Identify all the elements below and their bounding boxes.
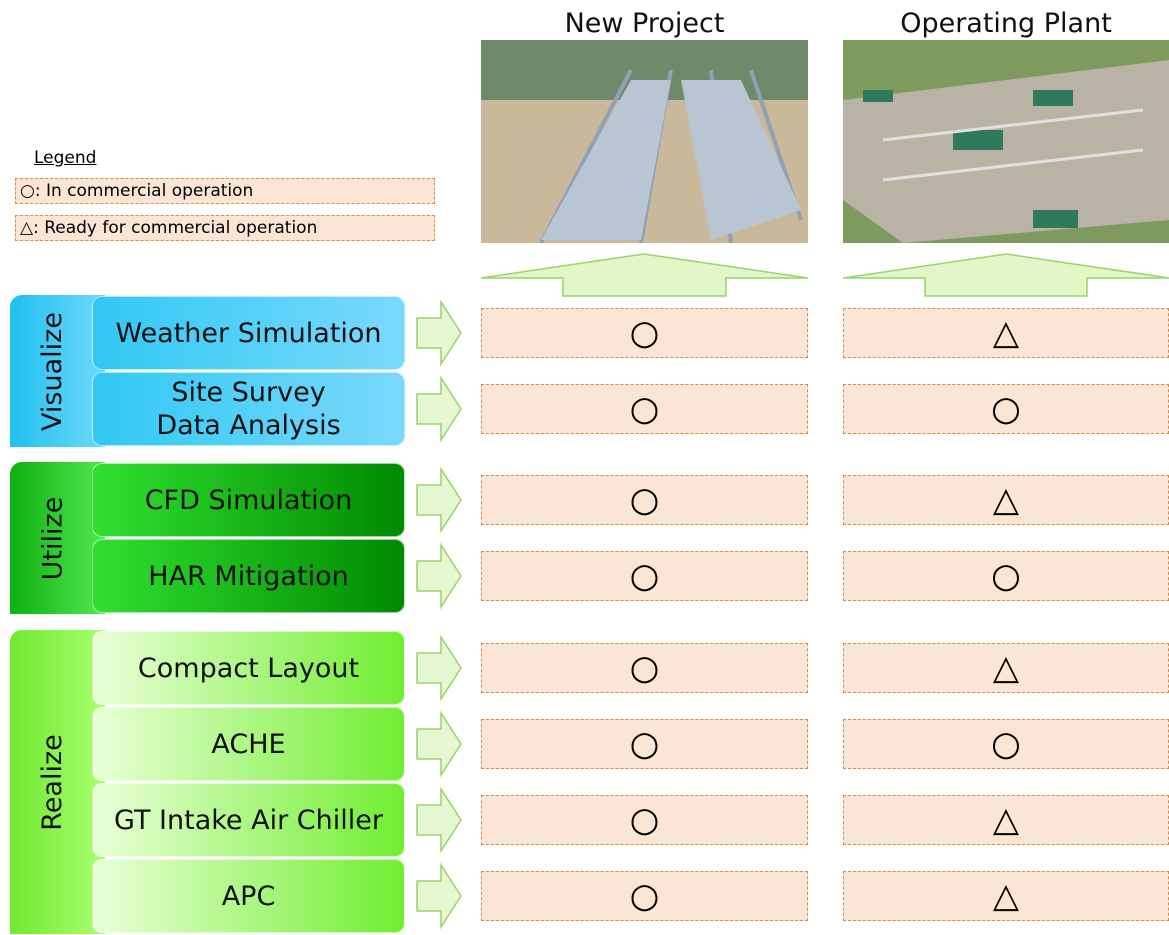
item-box: GT Intake Air Chiller: [92, 783, 405, 857]
group-label: Utilize: [10, 462, 105, 614]
status-cell: △: [843, 871, 1169, 921]
status-cell: △: [843, 795, 1169, 845]
arrow-shape: [416, 299, 462, 367]
item-text: Data Analysis: [156, 410, 341, 441]
status-cell: ○: [481, 643, 808, 693]
status-cell: ○: [481, 795, 808, 845]
item-box: Site Survey Data Analysis: [92, 372, 405, 446]
legend-title: Legend: [34, 148, 97, 168]
right-arrow: [415, 786, 463, 854]
item-box: Weather Simulation: [92, 296, 405, 370]
group-text: Visualize: [37, 311, 69, 431]
right-arrow: [415, 299, 463, 367]
status-cell: ○: [843, 384, 1169, 434]
item-text: ACHE: [211, 728, 286, 760]
right-arrow: [415, 710, 463, 778]
right-arrow: [415, 466, 463, 534]
item-box: APC: [92, 859, 405, 933]
arrow-shape: [416, 634, 462, 702]
item-box: ACHE: [92, 707, 405, 781]
status-cell: ○: [481, 384, 808, 434]
item-text: CFD Simulation: [144, 484, 353, 516]
status-cell: ○: [481, 871, 808, 921]
group-label: Realize: [10, 630, 105, 934]
item-text: Compact Layout: [137, 652, 360, 684]
arrow-shape: [416, 542, 462, 610]
legend-item: ○: In commercial operation: [15, 178, 435, 204]
arrow-shape: [416, 862, 462, 930]
item-text: Weather Simulation: [115, 317, 382, 349]
status-cell: ○: [481, 475, 808, 525]
right-arrow: [415, 862, 463, 930]
group-label: Visualize: [10, 295, 105, 447]
column-header: Operating Plant: [900, 8, 1112, 39]
item-text: Site Survey: [171, 377, 326, 408]
up-arrow: [843, 253, 1169, 297]
right-arrow: [415, 634, 463, 702]
plant-image: [843, 40, 1169, 243]
status-cell: ○: [481, 308, 808, 358]
arrow-shape: [416, 710, 462, 778]
legend-item: △: Ready for commercial operation: [15, 215, 435, 241]
status-cell: △: [843, 475, 1169, 525]
arrow-shape: [416, 786, 462, 854]
status-cell: ○: [843, 551, 1169, 601]
status-cell: ○: [481, 551, 808, 601]
status-cell: ○: [843, 719, 1169, 769]
item-box: HAR Mitigation: [92, 539, 405, 613]
status-cell: △: [843, 643, 1169, 693]
item-text: APC: [221, 880, 276, 912]
up-arrow: [481, 253, 808, 297]
item-box: Compact Layout: [92, 631, 405, 705]
group-text: Realize: [37, 733, 68, 831]
item-text: GT Intake Air Chiller: [114, 804, 383, 836]
right-arrow: [415, 542, 463, 610]
status-cell: △: [843, 308, 1169, 358]
group-text: Utilize: [36, 496, 68, 580]
arrow-shape: [416, 466, 462, 534]
column-header: New Project: [564, 8, 725, 39]
plant-image: [481, 40, 808, 243]
status-cell: ○: [481, 719, 808, 769]
item-text: HAR Mitigation: [148, 560, 349, 592]
item-box: CFD Simulation: [92, 463, 405, 537]
right-arrow: [415, 375, 463, 443]
arrow-shape: [416, 375, 462, 443]
